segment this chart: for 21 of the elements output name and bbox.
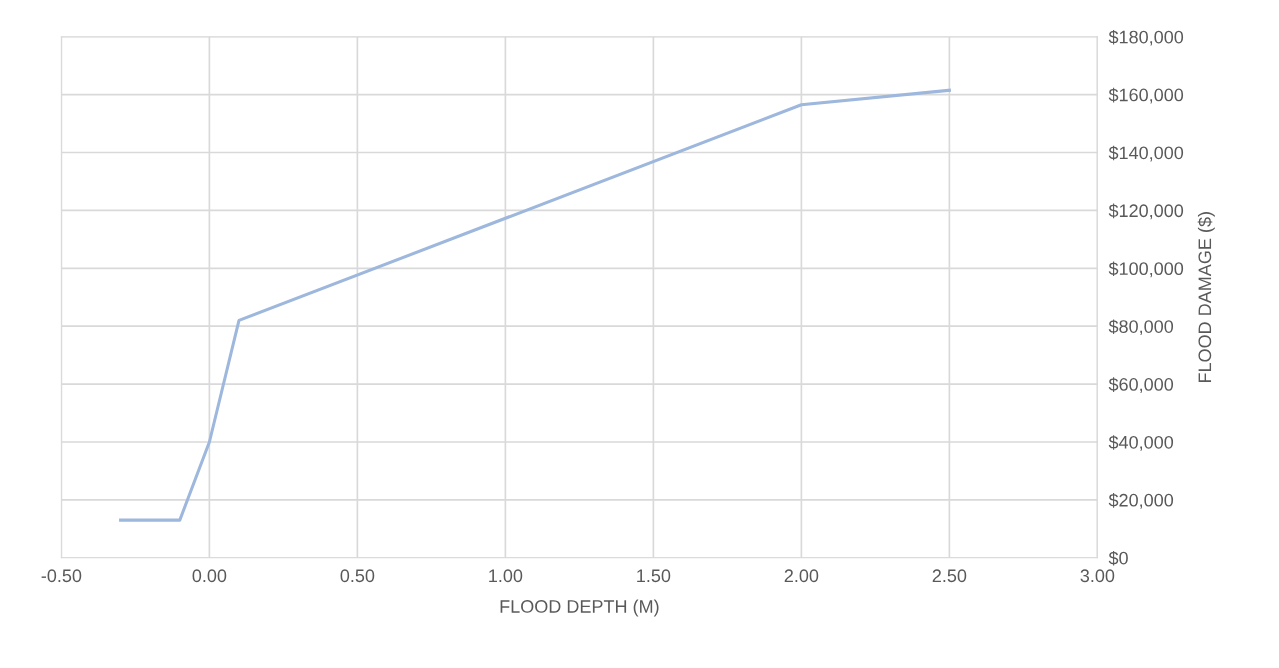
x-tick-label: 1.50 [637,569,671,583]
y-tick-label: $20,000 [1108,493,1174,509]
y-tick-label: $100,000 [1108,261,1184,278]
x-tick-label: 0.00 [192,569,227,583]
x-tick-label: 1.00 [489,569,523,583]
x-tick-label: 2.50 [932,569,967,583]
y-tick-label: $120,000 [1108,203,1184,220]
y-tick-label: $0 [1108,550,1128,566]
y-tick-label: $180,000 [1108,29,1184,46]
y-tick-label: $60,000 [1108,377,1174,393]
x-tick-label: -0.50 [41,569,82,583]
x-axis-title: FLOOD DEPTH (M) [500,599,659,617]
y-tick-label: $160,000 [1108,87,1184,104]
y-axis-title: FLOOD DAMAGE ($) [1197,212,1215,383]
line-series [119,88,951,522]
y-tick-label: $140,000 [1108,145,1184,162]
x-tick-label: 2.00 [784,569,819,583]
y-tick-label: $40,000 [1108,435,1174,451]
x-tick-label: 0.50 [340,569,375,583]
x-tick-label: 3.00 [1080,569,1115,583]
y-tick-label: $80,000 [1108,319,1174,336]
